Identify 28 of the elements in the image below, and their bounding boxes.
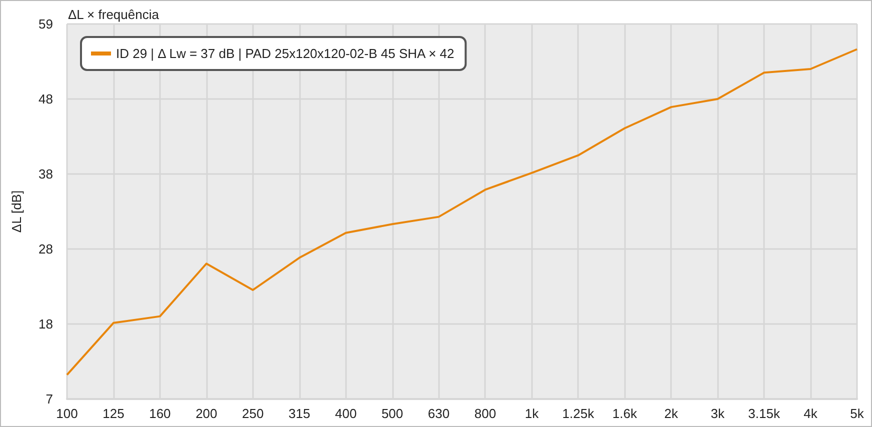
x-tick-label: 4k [804, 406, 818, 421]
x-tick-label: 5k [850, 406, 864, 421]
x-tick-label: 250 [242, 406, 264, 421]
x-tick-label: 100 [56, 406, 78, 421]
y-axis-title: ΔL [dB] [9, 190, 24, 233]
y-tick-label: 38 [38, 166, 53, 182]
x-tick-label: 125 [102, 406, 124, 421]
x-tick-label: 1.25k [562, 406, 595, 421]
x-tick-label: 1k [524, 406, 540, 421]
x-tick-label: 400 [334, 406, 357, 421]
x-tick-label: 800 [474, 406, 496, 421]
y-tick-label: 28 [38, 242, 53, 256]
chart-title: ΔL × frequência [68, 7, 160, 22]
y-tick-label: 48 [38, 92, 53, 106]
y-tick-label: 18 [38, 316, 53, 332]
y-tick-label: 59 [38, 16, 53, 32]
x-tick-label: 3k [710, 406, 725, 421]
x-tick-label: 1.6k [612, 406, 638, 421]
y-tick-label: 7 [46, 392, 53, 406]
x-tick-label: 500 [381, 406, 404, 421]
legend-label: ID 29 | Δ Lw = 37 dB | PAD 25x120x120-02-B 45 SHA × 42 [116, 46, 454, 61]
x-tick-label: 315 [288, 406, 310, 421]
x-tick-label: 200 [196, 406, 218, 421]
x-tick-label: 3.15k [748, 406, 780, 421]
x-tick-label: 630 [428, 406, 450, 421]
x-tick-label: 160 [149, 406, 171, 421]
x-tick-label: 2k [664, 406, 678, 421]
line-series [66, 48, 858, 376]
